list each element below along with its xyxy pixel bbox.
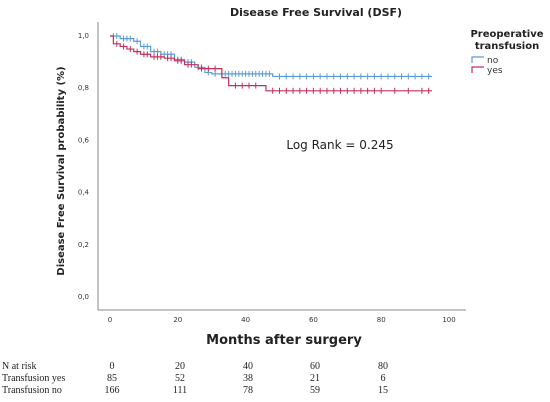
risk-cell: 38 [243,373,253,384]
km-chart: Disease Free Survival (DSF) Disease Free… [56,6,544,348]
y-tick-label: 0,2 [78,241,89,249]
risk-table-row-no: Transfusion no 166 111 78 59 15 [2,385,422,397]
risk-cell: 78 [243,385,253,396]
risk-time-20: 20 [175,361,185,372]
risk-time-60: 60 [310,361,320,372]
risk-time-40: 40 [243,361,253,372]
risk-cell: 111 [172,385,188,396]
series-yes [110,35,433,94]
axes [97,22,466,311]
legend-label: yes [487,66,503,76]
risk-time-0: 0 [109,361,115,372]
x-tick-label: 80 [377,316,386,324]
legend-title-line2: transfusion [475,41,539,52]
chart-title: Disease Free Survival (DSF) [230,6,402,19]
risk-cell: 59 [310,385,320,396]
tick-labels: 0 20 40 60 80 100 0,0 0,2 0,4 0,6 0,8 1,0 [78,32,456,324]
legend-title-line1: Preoperative [470,29,543,40]
x-axis-label: Months after surgery [206,333,362,348]
risk-time-80: 80 [378,361,388,372]
y-tick-label: 0,0 [78,293,89,301]
risk-cell: 85 [107,373,117,384]
y-tick-label: 1,0 [78,32,89,40]
risk-table-header-row: N at risk 0 20 40 60 80 [2,361,422,373]
risk-cell: 21 [310,373,320,384]
legend-label: no [487,56,499,66]
y-tick-label: 0,6 [78,136,90,144]
log-rank-annotation: Log Rank = 0.245 [286,138,393,152]
x-tick-label: 40 [241,316,250,324]
survival-curves [110,33,433,94]
x-tick-label: 100 [442,316,455,324]
x-tick-label: 60 [309,316,318,324]
risk-cell: 166 [104,385,120,396]
risk-table-row-yes: Transfusion yes 85 52 38 21 6 [2,373,422,385]
x-tick-label: 0 [108,316,112,324]
risk-table: N at risk 0 20 40 60 80 Transfusion yes … [2,361,422,397]
series-line-no [110,35,433,78]
x-tick-label: 20 [173,316,182,324]
y-tick-label: 0,4 [78,189,90,197]
y-tick-label: 0,8 [78,84,89,92]
series-line-yes [110,35,433,92]
series-no [110,33,433,80]
y-axis-label: Disease Free Survival probability (%) [56,66,67,275]
risk-cell: 15 [378,385,388,396]
risk-row-label: Transfusion no [2,385,62,396]
risk-table-header: N at risk [2,361,37,372]
legend-swatch [471,66,484,73]
risk-row-label: Transfusion yes [2,373,66,384]
legend-swatch [471,56,484,63]
risk-cell: 6 [380,373,386,384]
risk-cell: 52 [175,373,185,384]
